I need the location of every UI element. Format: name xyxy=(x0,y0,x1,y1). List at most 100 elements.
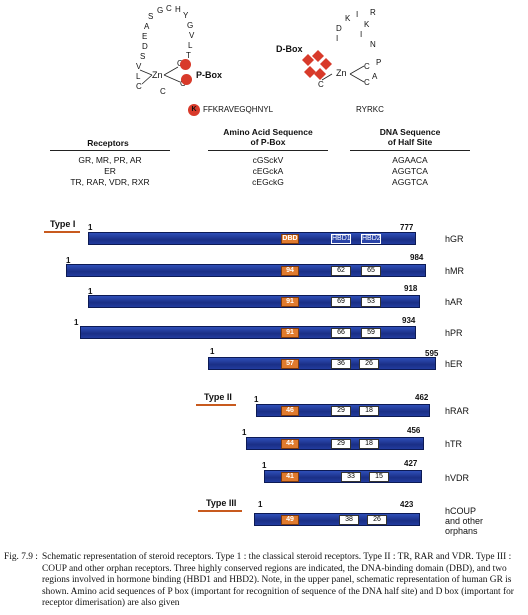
dbd-region: DBD xyxy=(281,234,299,244)
bar-end-number: 456 xyxy=(407,426,421,435)
bar-end-number: 427 xyxy=(404,459,418,468)
hbd2-region: 15 xyxy=(369,472,389,482)
hbd1-region: 66 xyxy=(331,328,351,338)
dbox-letter: C xyxy=(318,80,324,89)
pbox-letter: C xyxy=(166,4,172,13)
dbox-letter: R xyxy=(370,8,376,17)
receptor-name: hRAR xyxy=(445,406,470,416)
bar-start-number: 1 xyxy=(210,347,215,356)
dbox-letter: D xyxy=(336,24,342,33)
dbox-letter: K xyxy=(364,20,370,29)
bar-start-number: 1 xyxy=(242,428,247,437)
receptor-bar-hmr: 94 62 65 xyxy=(66,264,426,277)
dbox-letter: P xyxy=(376,58,382,67)
pbox-letter: L xyxy=(136,72,141,81)
pbox-letter: S xyxy=(140,52,146,61)
pbox-letter: C xyxy=(136,82,142,91)
pbox-letter: Y xyxy=(183,11,189,20)
hbd1-region: 38 xyxy=(339,515,359,525)
pbox-letter: V xyxy=(136,62,142,71)
receptor-name: hPR xyxy=(445,328,463,338)
receptor-name: hMR xyxy=(445,266,465,276)
figure-caption: Fig. 7.9 : Schematic representation of s… xyxy=(4,552,524,610)
figure-number: Fig. 7.9 : xyxy=(4,552,38,562)
hbd1-region: 29 xyxy=(331,406,351,416)
table-rule xyxy=(208,150,328,151)
bar-end-number: 462 xyxy=(415,393,429,402)
hbd1-region: 62 xyxy=(331,266,351,276)
caption-text: Schematic representation of steroid rece… xyxy=(42,552,514,608)
pbox-table: Receptors Amino Acid Sequence of P-Box D… xyxy=(40,118,500,198)
hbd1-region: 69 xyxy=(331,297,351,307)
receptor-name: hTR xyxy=(445,439,463,449)
pbox-highlight-dot xyxy=(180,59,191,70)
type-i-underline xyxy=(44,231,80,233)
table-rule xyxy=(350,150,470,151)
table-row: cGSckV xyxy=(252,155,284,165)
dbox-letter: I xyxy=(356,10,359,19)
hbd2-region: 26 xyxy=(359,359,379,369)
hbd2-region: HBD2 xyxy=(361,234,381,244)
bar-end-number: 984 xyxy=(410,253,424,262)
pbox-letter: V xyxy=(189,31,195,40)
pbox-letter: H xyxy=(175,5,181,14)
receptor-name: hAR xyxy=(445,297,463,307)
table-row: TR, RAR, VDR, RXR xyxy=(70,177,150,187)
table-rule xyxy=(50,150,170,151)
pbox-letter: S xyxy=(148,12,154,21)
receptor-bar-her: 57 36 26 xyxy=(208,357,436,370)
pbox-highlight-dot xyxy=(181,74,192,85)
bar-end-number: 777 xyxy=(400,223,414,232)
table-row: AGGTCA xyxy=(392,177,428,187)
pbox-sequence: FFKRAVEGQHNYL xyxy=(203,105,274,114)
pbox-letter: G xyxy=(187,21,194,30)
hbd2-region: 59 xyxy=(361,328,381,338)
dbd-region: 94 xyxy=(281,266,299,276)
bar-end-number: 918 xyxy=(404,284,418,293)
receptor-bar-hcoup: 49 38 26 xyxy=(254,513,420,526)
bar-end-number: 934 xyxy=(402,316,416,325)
dbd-region: 91 xyxy=(281,297,299,307)
hbd1-region: 33 xyxy=(341,472,361,482)
table-row: cEGckG xyxy=(252,177,284,187)
dbox-letter: C xyxy=(364,78,370,87)
dbox-letter: N xyxy=(370,40,376,49)
dbd-region: 46 xyxy=(281,406,299,416)
table-row: GR, MR, PR, AR xyxy=(78,155,142,165)
receptor-name: hER xyxy=(445,359,463,369)
hbd2-region: 53 xyxy=(361,297,381,307)
hbd1-region: 36 xyxy=(331,359,351,369)
receptor-bar-hrar: 46 29 18 xyxy=(256,404,430,417)
dbox-red-diamonds xyxy=(302,50,332,80)
dbox-letter: I xyxy=(360,30,363,39)
pbox-k-badge: K xyxy=(188,104,200,116)
receptor-bars: Type I 1 777 DBD HBD1 HBD2 hGR 1 984 94 … xyxy=(44,219,483,536)
bar-start-number: 1 xyxy=(88,223,93,232)
type-iii-label: Type III xyxy=(206,498,237,508)
pbox-label: P-Box xyxy=(196,70,223,80)
hbd1-region: HBD1 xyxy=(331,234,351,244)
hbd1-region: 29 xyxy=(331,439,351,449)
bar-start-number: 1 xyxy=(262,461,267,470)
receptor-bar-hgr: DBD HBD1 HBD2 xyxy=(88,232,416,245)
receptor-name: hVDR xyxy=(445,473,470,483)
zinc-finger-connectors xyxy=(139,65,365,85)
type-ii-label: Type II xyxy=(204,392,232,402)
bar-start-number: 1 xyxy=(74,318,79,327)
bar-start-number: 1 xyxy=(66,256,71,265)
dbox-label: D-Box xyxy=(276,44,303,54)
receptor-name: hGR xyxy=(445,234,464,244)
pbox-letter: L xyxy=(188,41,193,50)
table-row: cEGckA xyxy=(252,166,284,176)
bar-start-number: 1 xyxy=(254,395,259,404)
dbd-region: 41 xyxy=(281,472,299,482)
receptor-bar-htr: 44 29 18 xyxy=(246,437,424,450)
dbox-letter: C xyxy=(364,62,370,71)
pbox-letter: G xyxy=(157,6,164,15)
zinc-finger-diagram: S G C H Y G V L T A E D S V L C C C C Zn… xyxy=(0,0,528,130)
bar-end-number: 595 xyxy=(425,349,439,358)
dbox-letter: A xyxy=(372,72,378,81)
bar-start-number: 1 xyxy=(258,500,263,509)
dbd-region: 44 xyxy=(281,439,299,449)
bar-start-number: 1 xyxy=(88,287,93,296)
